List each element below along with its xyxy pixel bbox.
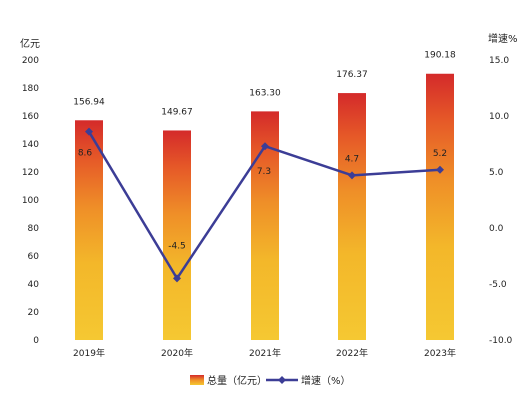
bar-value-label: 163.30 — [249, 88, 281, 98]
left-tick-label: 60 — [28, 252, 40, 262]
bar — [163, 130, 191, 340]
left-axis-ticks: 0 20 40 60 80 100 120 140 160 180 200 — [22, 56, 39, 346]
bar-value-label: 176.37 — [336, 70, 368, 80]
line-point — [261, 142, 269, 151]
bar — [338, 93, 366, 340]
line-point — [173, 274, 181, 283]
line-value-label: 4.7 — [345, 154, 359, 164]
legend-swatch-marker — [278, 376, 286, 384]
right-tick-label: 10.0 — [489, 112, 509, 122]
left-tick-label: 0 — [33, 336, 39, 346]
line-value-labels: 8.6 -4.5 7.3 4.7 5.2 — [78, 149, 447, 252]
line-point — [85, 127, 93, 136]
legend-label-line: 增速（%） — [301, 374, 351, 387]
right-tick-label: -10.0 — [489, 336, 513, 346]
bar-value-label: 156.94 — [73, 97, 105, 107]
bar-value-label: 190.18 — [424, 51, 456, 61]
line-value-label: -4.5 — [168, 241, 186, 251]
x-axis-ticks: 2019年 2020年 2021年 2022年 2023年 — [73, 347, 456, 359]
left-tick-label: 100 — [22, 196, 39, 206]
left-tick-label: 40 — [28, 280, 40, 290]
line-point — [348, 171, 356, 180]
left-tick-label: 140 — [22, 140, 39, 150]
bar — [75, 120, 103, 340]
line-point — [436, 165, 444, 174]
right-tick-label: 5.0 — [489, 168, 504, 178]
line-series — [85, 127, 444, 283]
x-tick-label: 2019年 — [73, 347, 105, 359]
x-tick-label: 2023年 — [424, 347, 456, 359]
line-value-label: 5.2 — [433, 149, 447, 159]
left-tick-label: 180 — [22, 84, 39, 94]
bar-series — [75, 73, 454, 341]
left-tick-label: 80 — [28, 224, 40, 234]
x-tick-label: 2021年 — [249, 347, 281, 359]
right-axis-unit: 增速% — [488, 32, 518, 45]
left-tick-label: 20 — [28, 308, 40, 318]
legend-swatch-bar — [190, 375, 204, 385]
legend: 总量（亿元） 增速（%） — [190, 374, 351, 387]
x-tick-label: 2022年 — [336, 347, 368, 359]
right-tick-label: -5.0 — [489, 280, 507, 290]
left-tick-label: 160 — [22, 112, 39, 122]
legend-label-bar: 总量（亿元） — [207, 374, 267, 387]
line-value-label: 8.6 — [78, 149, 93, 159]
left-axis-unit: 亿元 — [20, 37, 40, 50]
right-tick-label: 15.0 — [489, 56, 509, 66]
x-tick-label: 2020年 — [161, 347, 193, 359]
line-value-label: 7.3 — [257, 167, 271, 177]
left-tick-label: 120 — [22, 168, 39, 178]
right-axis-ticks: -10.0 -5.0 0.0 5.0 10.0 15.0 — [489, 56, 513, 346]
right-tick-label: 0.0 — [489, 224, 504, 234]
bar-value-label: 149.67 — [161, 107, 193, 117]
bar — [426, 73, 454, 341]
left-tick-label: 200 — [22, 56, 39, 66]
bar-value-labels: 156.94 149.67 163.30 176.37 190.18 — [73, 51, 456, 118]
